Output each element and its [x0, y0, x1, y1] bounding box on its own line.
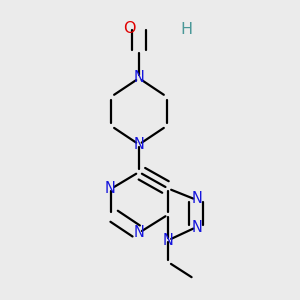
Text: N: N: [134, 70, 144, 85]
Text: N: N: [134, 225, 144, 240]
Text: N: N: [134, 136, 144, 152]
Text: N: N: [163, 233, 174, 248]
Text: N: N: [191, 191, 202, 206]
Text: O: O: [124, 21, 136, 36]
Text: N: N: [191, 220, 202, 235]
Text: N: N: [105, 181, 116, 196]
Text: H: H: [180, 22, 192, 37]
